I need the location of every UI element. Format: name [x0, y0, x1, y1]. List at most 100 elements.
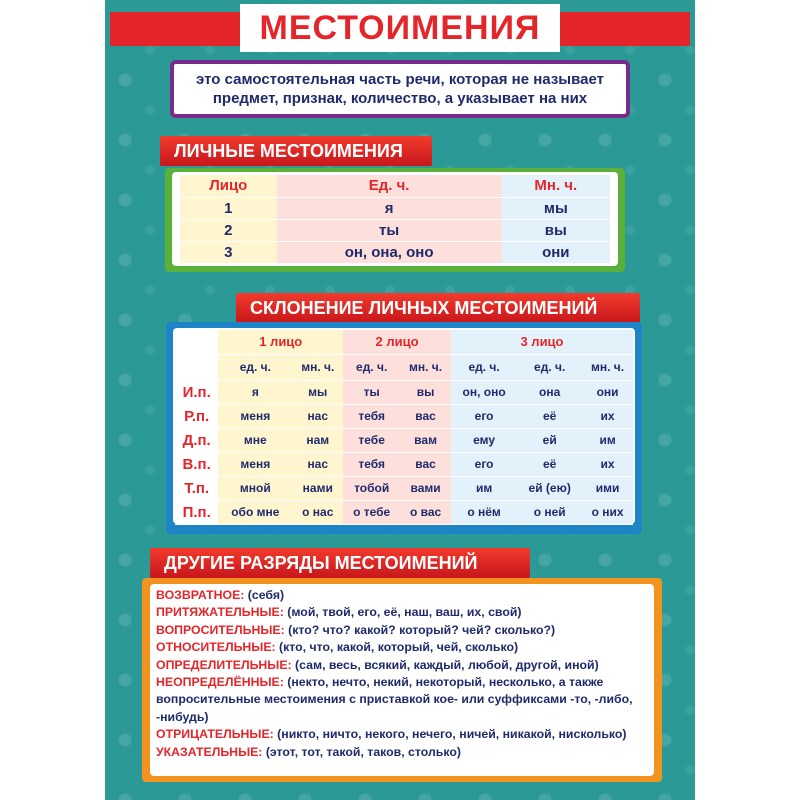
personal-cell: 3: [180, 241, 277, 264]
table-row: В.п. меня нас тебя вас его её их: [175, 452, 633, 477]
page-title: МЕСТОИМЕНИЯ: [240, 4, 560, 52]
case-label: И.п.: [175, 380, 219, 405]
list-item: ПРИТЯЖАТЕЛЬНЫЕ: (мой, твой, его, её, наш…: [156, 604, 648, 621]
number-header: мн. ч.: [582, 354, 633, 381]
declension-cell: тобой: [343, 476, 401, 501]
personal-header: Мн. ч.: [501, 175, 610, 198]
declension-cell: вас: [400, 404, 451, 429]
declension-cell: его: [450, 404, 518, 429]
personal-table: Лицо Ед. ч. Мн. ч. 1 я мы 2 ты вы 3 он, она, оно он…: [180, 175, 610, 264]
other-heading: ДРУГИЕ РАЗРЯДЫ МЕСТОИМЕНИЙ: [150, 548, 530, 578]
declension-cell: о нас: [292, 500, 344, 525]
declension-cell: его: [450, 452, 518, 477]
case-label: В.п.: [175, 452, 219, 477]
list-item: ВОПРОСИТЕЛЬНЫЕ: (кто? что? какой? которы…: [156, 622, 648, 639]
declension-cell: о тебе: [343, 500, 401, 525]
declension-cell: мной: [218, 476, 293, 501]
declension-cell: их: [582, 404, 633, 429]
definition-box: это самостоятельная часть речи, которая …: [170, 60, 630, 118]
declension-cell: её: [517, 452, 583, 477]
declension-table: 1 лицо 2 лицо 3 лицо ед. ч. мн. ч. ед. ч. мн. …: [175, 330, 633, 525]
table-row: Р.п. меня нас тебя вас его её их: [175, 404, 633, 429]
declension-cell: они: [582, 380, 633, 405]
category-examples: (себя): [244, 588, 285, 602]
personal-table-panel: Лицо Ед. ч. Мн. ч. 1 я мы 2 ты вы 3 он, она, оно он…: [172, 172, 618, 266]
category-label: ОПРЕДЕЛИТЕЛЬНЫЕ:: [156, 657, 292, 672]
person-header: 1 лицо: [218, 330, 344, 355]
declension-cell: вам: [400, 428, 451, 453]
other-list: ВОЗВРАТНОЕ: (себя) ПРИТЯЖАТЕЛЬНЫЕ: (мой, …: [150, 584, 654, 776]
category-examples: (мой, твой, его, её, наш, ваш, их, свой): [283, 605, 522, 620]
declension-cell: вами: [400, 476, 451, 501]
list-item: ОТРИЦАТЕЛЬНЫЕ: (никто, ничто, некого, не…: [156, 726, 648, 743]
personal-header: Ед. ч.: [276, 175, 502, 198]
declension-cell: им: [582, 428, 633, 453]
declension-heading: СКЛОНЕНИЕ ЛИЧНЫХ МЕСТОИМЕНИЙ: [236, 293, 640, 323]
declension-cell: нас: [292, 404, 344, 429]
category-label: ПРИТЯЖАТЕЛЬНЫЕ:: [156, 605, 284, 620]
personal-cell: я: [276, 197, 502, 220]
declension-cell: ты: [343, 380, 401, 405]
number-header: мн. ч.: [400, 354, 451, 381]
declension-cell: мне: [218, 428, 293, 453]
declension-table-panel: 1 лицо 2 лицо 3 лицо ед. ч. мн. ч. ед. ч. мн. …: [173, 328, 635, 525]
case-label: П.п.: [175, 500, 219, 525]
personal-header: Лицо: [180, 175, 277, 198]
personal-cell: они: [501, 241, 610, 264]
category-examples: (этот, тот, такой, таков, столько): [262, 744, 461, 759]
personal-cell: вы: [501, 219, 610, 242]
number-header: ед. ч.: [517, 354, 583, 381]
category-examples: (никто, ничто, некого, нечего, ничей, ни…: [273, 727, 627, 742]
category-examples: (кто, что, какой, который, чей, сколько): [275, 640, 519, 655]
person-header: 2 лицо: [343, 330, 451, 355]
category-examples: (некто, нечто, некий, некоторый, несколь…: [156, 675, 633, 724]
declension-cell: тебя: [343, 452, 401, 477]
number-header: мн. ч.: [292, 354, 344, 381]
declension-cell: её: [517, 404, 583, 429]
table-row: П.п. обо мне о нас о тебе о вас о нём о ней о н…: [175, 500, 633, 525]
declension-cell: их: [582, 452, 633, 477]
category-label: НЕОПРЕДЕЛЁННЫЕ:: [156, 675, 284, 690]
person-header: 3 лицо: [450, 330, 633, 355]
declension-cell: тебе: [343, 428, 401, 453]
category-label: ОТНОСИТЕЛЬНЫЕ:: [156, 640, 276, 655]
category-label: УКАЗАТЕЛЬНЫЕ:: [156, 744, 263, 759]
declension-cell: вы: [400, 380, 451, 405]
declension-cell: меня: [218, 452, 293, 477]
declension-cell: обо мне: [218, 500, 293, 525]
declension-cell: ими: [582, 476, 633, 501]
declension-cell: она: [517, 380, 583, 405]
table-row: 1 я мы: [180, 197, 610, 220]
declension-cell: о вас: [400, 500, 451, 525]
declension-cell: тебя: [343, 404, 401, 429]
category-examples: (сам, весь, всякий, каждый, любой, друго…: [291, 657, 599, 672]
declension-cell: вас: [400, 452, 451, 477]
declension-cell: он, оно: [450, 380, 518, 405]
declension-cell: о них: [582, 500, 633, 525]
declension-cell: нами: [292, 476, 344, 501]
list-item: ОПРЕДЕЛИТЕЛЬНЫЕ: (сам, весь, всякий, каж…: [156, 657, 648, 674]
declension-cell: мы: [292, 380, 344, 405]
declension-cell: нам: [292, 428, 344, 453]
personal-cell: он, она, оно: [276, 241, 502, 264]
list-item: УКАЗАТЕЛЬНЫЕ: (этот, тот, такой, таков, …: [156, 744, 648, 761]
category-label: ВОПРОСИТЕЛЬНЫЕ:: [156, 622, 285, 637]
declension-cell: ей (ею): [517, 476, 583, 501]
case-label: Д.п.: [175, 428, 219, 453]
category-label: ВОЗВРАТНОЕ:: [156, 588, 245, 602]
declension-cell: о нём: [450, 500, 518, 525]
list-item: НЕОПРЕДЕЛЁННЫЕ: (некто, нечто, некий, не…: [156, 674, 648, 726]
declension-cell: им: [450, 476, 518, 501]
declension-cell: нас: [292, 452, 344, 477]
personal-cell: 2: [180, 219, 277, 242]
declension-cell: о ней: [517, 500, 583, 525]
category-examples: (кто? что? какой? который? чей? сколько?…: [284, 622, 556, 637]
category-label: ОТРИЦАТЕЛЬНЫЕ:: [156, 727, 274, 742]
table-row: Т.п. мной нами тобой вами им ей (ею) ими: [175, 476, 633, 501]
table-row: Д.п. мне нам тебе вам ему ей им: [175, 428, 633, 453]
personal-cell: ты: [276, 219, 502, 242]
list-item: ВОЗВРАТНОЕ: (себя): [156, 587, 648, 604]
number-header: ед. ч.: [450, 354, 518, 381]
table-row: И.п. я мы ты вы он, оно она они: [175, 380, 633, 405]
personal-cell: мы: [501, 197, 610, 220]
